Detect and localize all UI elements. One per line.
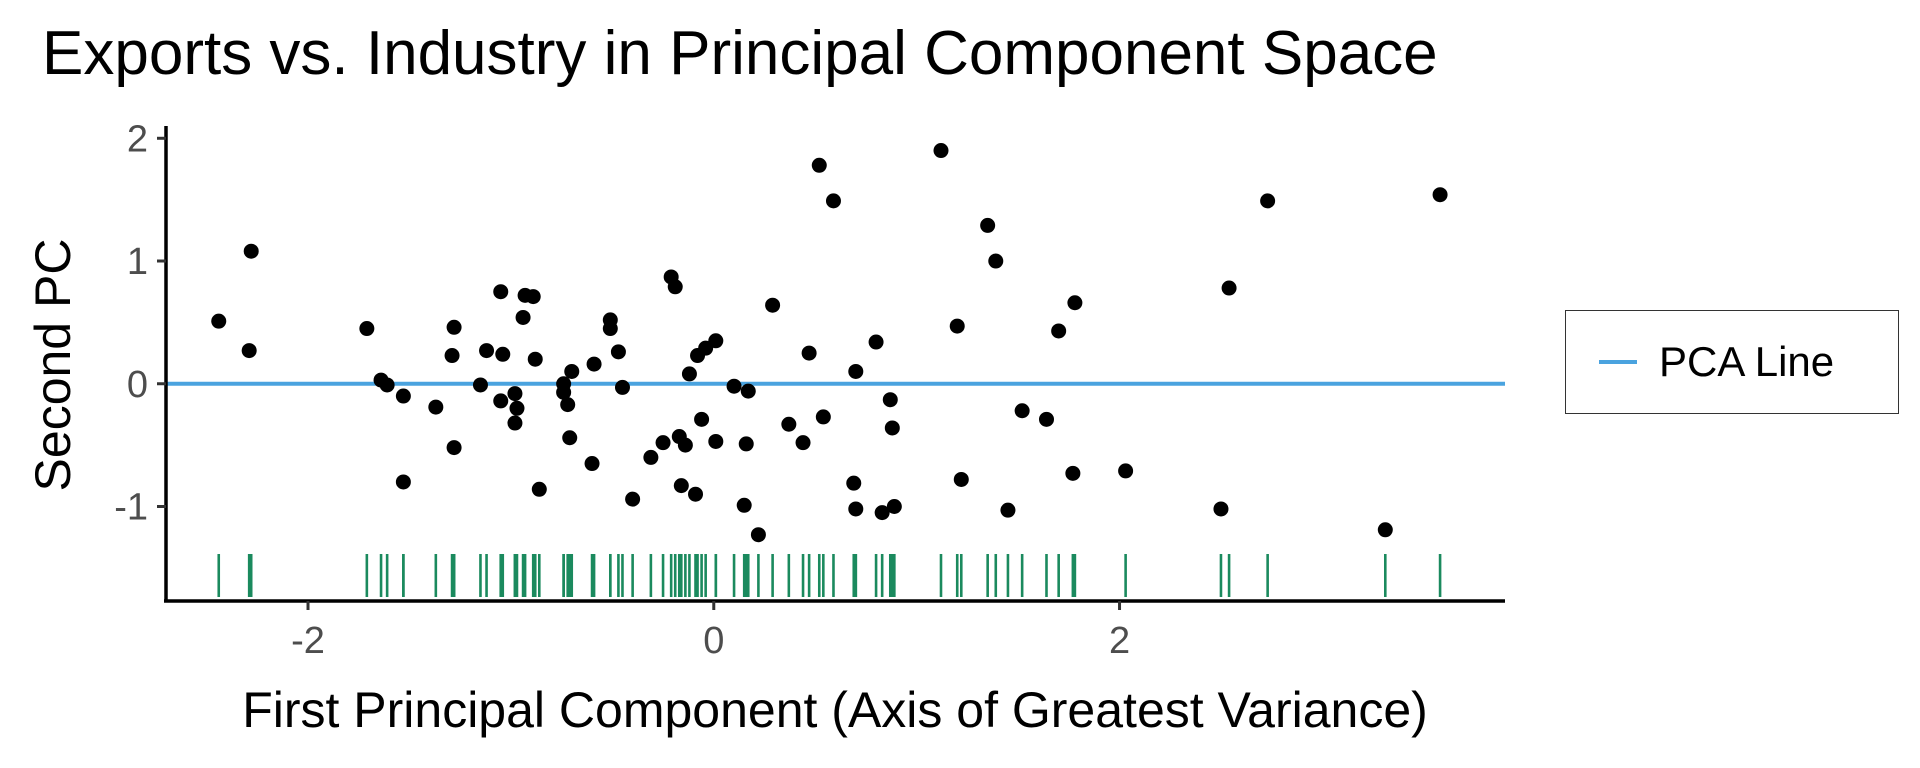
data-point	[765, 297, 781, 313]
y-tick-label: 2	[127, 118, 148, 160]
data-point	[740, 383, 756, 399]
data-point	[625, 491, 641, 507]
data-point	[379, 377, 395, 393]
data-point	[1051, 323, 1067, 339]
data-point	[211, 313, 227, 329]
data-point	[801, 345, 817, 361]
data-point	[509, 400, 525, 416]
data-point	[688, 486, 704, 502]
data-point	[1377, 522, 1393, 538]
legend-label: PCA Line	[1659, 338, 1835, 385]
data-point	[1014, 403, 1030, 419]
data-point	[736, 497, 752, 513]
data-point	[1038, 411, 1054, 427]
data-point	[507, 415, 523, 431]
data-point	[980, 217, 996, 233]
data-point	[493, 284, 509, 300]
data-point	[643, 449, 659, 465]
data-point	[726, 378, 742, 394]
data-point	[795, 435, 811, 451]
data-point	[507, 386, 523, 402]
data-point	[515, 309, 531, 325]
data-point	[988, 253, 1004, 269]
rug-group	[217, 554, 1442, 597]
data-point	[444, 348, 460, 364]
data-point	[811, 157, 827, 173]
y-tick-label: 0	[127, 364, 148, 406]
data-point	[848, 363, 864, 379]
data-point	[531, 481, 547, 497]
data-point	[472, 377, 488, 393]
data-point	[655, 435, 671, 451]
data-point	[1260, 193, 1276, 209]
chart-title: Exports vs. Industry in Principal Compon…	[42, 19, 1438, 88]
data-point	[495, 346, 511, 362]
data-point	[874, 505, 890, 521]
data-point	[694, 411, 710, 427]
data-point	[614, 379, 630, 395]
data-point	[446, 440, 462, 456]
data-point	[708, 433, 724, 449]
data-point	[750, 527, 766, 543]
data-point	[886, 498, 902, 514]
y-axis-title: Second PC	[25, 239, 81, 492]
legend-key-line	[1599, 360, 1637, 364]
data-point	[1118, 463, 1134, 479]
data-point	[584, 456, 600, 472]
data-point	[815, 409, 831, 425]
data-point	[825, 193, 841, 209]
data-point	[681, 366, 697, 382]
y-tick-label: 1	[127, 241, 148, 283]
data-point	[673, 478, 689, 494]
data-point	[1065, 465, 1081, 481]
x-tick-label: 0	[703, 620, 724, 662]
data-point	[243, 243, 259, 259]
axes-group: -2 0 2 2 1 0 -1	[114, 118, 1505, 662]
data-point	[846, 475, 862, 491]
legend: PCA Line	[1565, 310, 1899, 414]
data-point	[953, 471, 969, 487]
data-point	[884, 420, 900, 436]
data-point	[479, 343, 495, 359]
data-point	[560, 397, 576, 413]
data-point	[562, 430, 578, 446]
x-tick-label: -2	[291, 620, 325, 662]
data-point	[1213, 501, 1229, 517]
data-point	[395, 388, 411, 404]
data-point	[241, 343, 257, 359]
x-tick-label: 2	[1109, 620, 1130, 662]
data-point	[428, 399, 444, 415]
data-point	[1067, 295, 1083, 311]
data-point	[359, 321, 375, 337]
data-point	[527, 351, 543, 367]
data-point	[564, 363, 580, 379]
y-tick-label: -1	[114, 486, 148, 528]
data-point	[738, 436, 754, 452]
data-point	[949, 318, 965, 334]
data-point	[667, 279, 683, 295]
data-point	[610, 344, 626, 360]
data-point	[525, 289, 541, 305]
data-point	[882, 392, 898, 408]
x-axis-title: First Principal Component (Axis of Great…	[242, 682, 1428, 738]
data-point	[446, 319, 462, 335]
data-point	[1221, 280, 1237, 296]
scatter-plot: -2 0 2 2 1 0 -1 First Principal Component (Axi…	[25, 118, 1505, 738]
data-point	[602, 312, 618, 328]
data-point	[848, 501, 864, 517]
data-point	[493, 393, 509, 409]
data-point	[395, 474, 411, 490]
data-point	[868, 334, 884, 350]
points-group	[211, 143, 1448, 543]
data-point	[708, 333, 724, 349]
data-point	[556, 384, 572, 400]
data-point	[1000, 502, 1016, 518]
data-point	[677, 437, 693, 453]
data-point	[781, 416, 797, 432]
data-point	[933, 143, 949, 159]
data-point	[1432, 187, 1448, 203]
data-point	[586, 356, 602, 372]
